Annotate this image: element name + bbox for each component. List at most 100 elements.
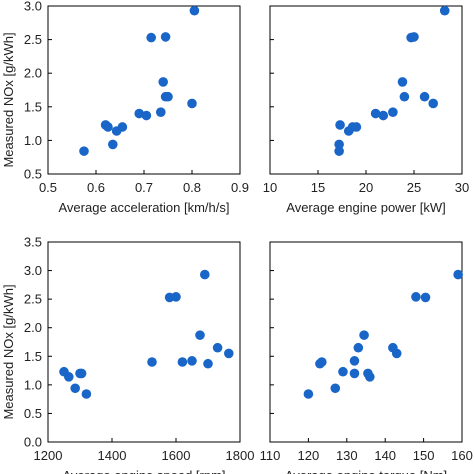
x-tick-label: 150 (413, 448, 435, 463)
y-tick-label: 2.5 (24, 32, 42, 47)
data-point (370, 108, 381, 119)
x-tick-label: 10 (263, 180, 277, 195)
data-point (334, 146, 344, 156)
data-point (146, 32, 156, 43)
data-point (76, 368, 87, 379)
data-point (397, 77, 408, 87)
data-point (388, 107, 398, 117)
x-tick-label: 1800 (226, 448, 255, 463)
x-tick-label: 15 (311, 180, 325, 195)
x-tick-label: 0.9 (231, 180, 249, 195)
x-tick-label: 0.8 (183, 180, 201, 195)
data-point (420, 292, 431, 303)
data-point (365, 372, 375, 382)
data-point (195, 330, 205, 340)
x-tick-label: 1200 (34, 448, 63, 463)
data-point (187, 98, 197, 109)
x-tick-label: 110 (260, 448, 281, 463)
y-tick-label: 1.5 (24, 99, 42, 114)
data-point (81, 389, 92, 399)
data-point (117, 122, 128, 132)
x-tick-label: 20 (359, 180, 373, 195)
data-point (70, 383, 80, 394)
y-tick-label: 1.0 (24, 377, 42, 392)
plot-frame (269, 5, 463, 175)
plot-frame (269, 241, 463, 443)
data-point (177, 357, 188, 367)
x-axis-label: Average acceleration [km/h/s] (58, 200, 229, 215)
y-axis-label: Measured NOx [g/kWh] (1, 284, 16, 419)
x-tick-label: 120 (298, 448, 320, 463)
y-tick-label: 0.5 (24, 167, 42, 182)
y-tick-label: 0.5 (24, 406, 42, 421)
plot-frame (47, 5, 241, 175)
x-tick-label: 25 (407, 180, 421, 195)
data-point (187, 356, 197, 366)
data-point (330, 383, 341, 394)
data-point (108, 139, 118, 150)
data-point (378, 110, 389, 121)
data-point (141, 110, 152, 121)
data-point (351, 122, 362, 132)
data-point (171, 292, 181, 302)
data-point (334, 139, 344, 150)
data-point (303, 389, 314, 399)
x-tick-label: 140 (374, 448, 396, 463)
y-tick-label: 3.0 (24, 263, 42, 278)
data-point (353, 342, 364, 353)
y-tick-label: 2.5 (24, 292, 42, 307)
data-point (391, 348, 402, 359)
y-tick-label: 0.0 (24, 435, 42, 450)
x-tick-label: 0.5 (39, 180, 57, 195)
data-point (419, 91, 430, 102)
chart-panel-top-right: 10 15 20 25 30 Average engine power [kW] (263, 5, 469, 215)
data-point (158, 77, 168, 87)
x-tick-label: 160 (451, 448, 473, 463)
data-point (160, 32, 171, 42)
data-point (134, 108, 144, 119)
y-tick-label: 1.5 (24, 349, 42, 364)
data-point (439, 5, 450, 16)
data-point (224, 348, 234, 359)
data-point (338, 366, 348, 377)
x-tick-label: 1400 (98, 448, 127, 463)
chart-panel-top-left: 0.5 0.6 0.7 0.8 0.9 0.5 1.0 1.5 2.0 2.5 3.0 Average… (1, 0, 249, 215)
chart-panel-bottom-right: 110 120 130 140 150 160 Average engine torque … (260, 241, 473, 474)
data-point (453, 269, 463, 280)
x-tick-label: 1600 (162, 448, 191, 463)
y-tick-label: 2.0 (24, 320, 42, 335)
y-tick-label: 3.5 (24, 235, 42, 250)
data-point (64, 372, 74, 382)
x-tick-label: 30 (455, 180, 469, 195)
data-point (359, 330, 369, 340)
y-tick-label: 2.0 (24, 66, 42, 81)
y-tick-label: 1.0 (24, 133, 42, 148)
data-point (335, 120, 345, 130)
x-tick-label: 0.6 (87, 180, 105, 195)
plot-frame (47, 241, 241, 443)
x-axis-label: Average engine speed [rpm] (62, 468, 225, 474)
data-point (103, 122, 113, 132)
data-point (189, 5, 200, 16)
data-point (411, 292, 421, 302)
data-point (349, 356, 360, 366)
data-point (349, 368, 360, 379)
data-point (147, 357, 157, 367)
x-tick-label: 0.7 (135, 180, 153, 195)
x-axis-label: Average engine power [kW] (286, 200, 445, 215)
x-tick-label: 130 (336, 448, 358, 463)
data-point (79, 146, 89, 156)
y-tick-label: 3.0 (24, 0, 42, 14)
data-point (212, 342, 223, 353)
data-point (200, 269, 210, 280)
data-point (317, 357, 327, 367)
data-point (203, 358, 213, 369)
data-point (428, 98, 439, 109)
y-axis-label: Measured NOx [g/kWh] (1, 32, 16, 167)
chart-panel-bottom-left: 1200 1400 1600 1800 0.0 0.5 1.0 1.5 2.0 2.5 3.0 3.5… (1, 235, 254, 474)
data-point (409, 32, 419, 42)
data-point (156, 107, 166, 117)
data-point (399, 91, 410, 102)
x-axis-label: Average engine torque [Nm] (285, 468, 447, 474)
